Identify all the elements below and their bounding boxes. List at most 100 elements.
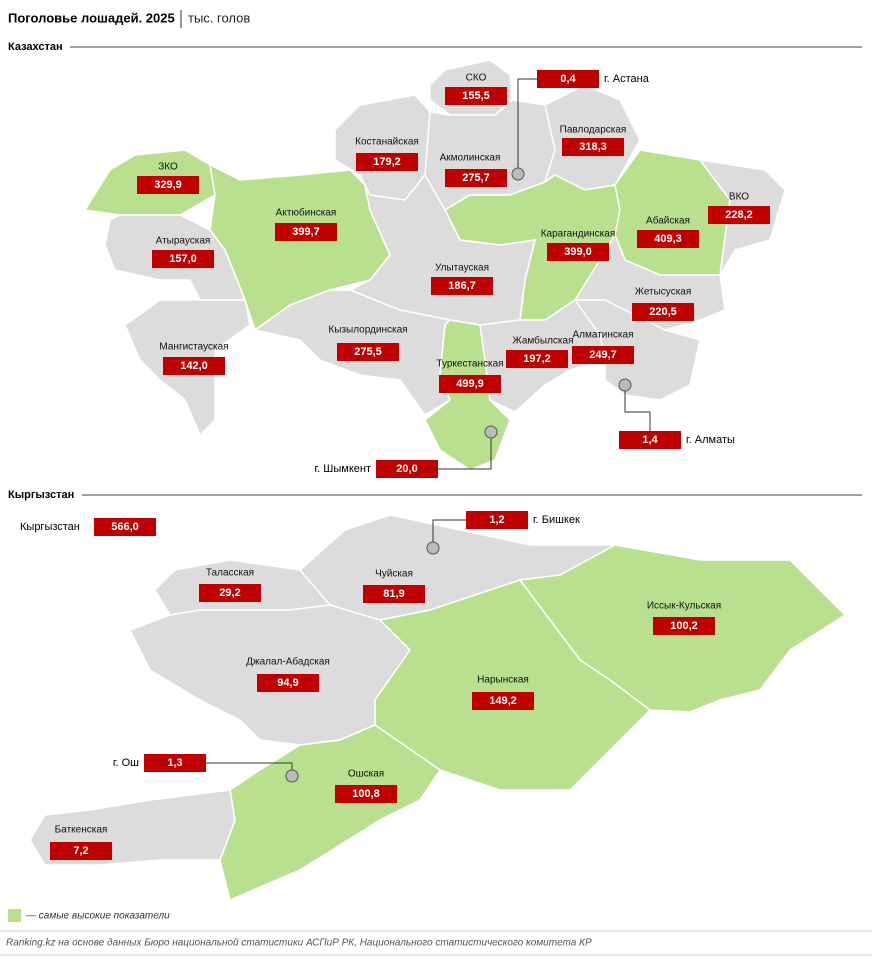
- region-value: 399,0: [564, 246, 592, 258]
- region-name: Ошская: [348, 769, 384, 780]
- value-box: [335, 785, 397, 803]
- region-name: ЗКО: [158, 162, 178, 173]
- region-shape: [219, 724, 442, 902]
- value-box: [275, 223, 337, 241]
- value-box: [152, 250, 214, 268]
- maps: СКО 155,5 Костанайская 179,2 Акмолинская 275,…: [29, 59, 847, 902]
- region-name: СКО: [466, 73, 487, 84]
- value-box: [619, 431, 681, 449]
- section-title: Кыргызстан: [8, 489, 74, 501]
- total-value: 566,0: [111, 521, 139, 533]
- value-box: [708, 206, 770, 224]
- region-value: 81,9: [383, 588, 404, 600]
- total-box: [94, 518, 156, 536]
- region-value: 275,5: [354, 346, 382, 358]
- region-value: 318,3: [579, 141, 607, 153]
- region-name: Иссык-Кульская: [647, 601, 721, 612]
- city-value: 20,0: [396, 463, 417, 475]
- value-box: [337, 343, 399, 361]
- value-box: [547, 243, 609, 261]
- region-name: Атырауская: [156, 236, 211, 247]
- region-name: Карагандинская: [541, 229, 616, 240]
- city-name: г. Бишкек: [533, 514, 580, 526]
- unit: тыс. голов: [188, 10, 250, 25]
- value-box: [376, 460, 438, 478]
- region-name: Кызылординская: [328, 325, 407, 336]
- region-value: 100,8: [352, 788, 380, 800]
- value-box: [445, 169, 507, 187]
- city-value: 1,3: [167, 757, 182, 769]
- region-value: 499,9: [456, 378, 484, 390]
- region-name: Алматинская: [573, 330, 634, 341]
- leader-line: [517, 78, 537, 174]
- city-dot: [285, 769, 299, 783]
- region-name: Баткенская: [55, 825, 108, 836]
- value-box: [144, 754, 206, 772]
- region-value: 179,2: [373, 156, 401, 168]
- value-box: [257, 674, 319, 692]
- value-box: [363, 585, 425, 603]
- region-name: ВКО: [729, 192, 749, 203]
- region-value: 186,7: [448, 280, 476, 292]
- value-box: [572, 346, 634, 364]
- leader-line: [624, 385, 651, 431]
- value-box: [466, 511, 528, 529]
- region-value: 29,2: [219, 587, 240, 599]
- region-value: 100,2: [670, 620, 698, 632]
- region-name: Павлодарская: [560, 125, 627, 136]
- city-value: 1,4: [642, 434, 658, 446]
- leader-line: [438, 432, 492, 470]
- region-value: 228,2: [725, 209, 753, 221]
- region-value: 149,2: [489, 695, 517, 707]
- region-value: 142,0: [180, 360, 208, 372]
- value-box: [431, 277, 493, 295]
- leader-line: [432, 519, 466, 548]
- value-box: [637, 230, 699, 248]
- city-name: г. Алматы: [686, 434, 735, 446]
- value-box: [163, 357, 225, 375]
- region-value: 399,7: [292, 226, 320, 238]
- region-name: Таласская: [206, 568, 254, 579]
- city-value: 1,2: [489, 514, 504, 526]
- city-dot: [484, 425, 498, 439]
- region-name: Акмолинская: [440, 153, 501, 164]
- region-name: Абайская: [646, 215, 690, 227]
- city-dot: [618, 378, 632, 392]
- value-box: [50, 842, 112, 860]
- legend-swatch: [8, 909, 21, 922]
- region-name: Мангистауская: [159, 342, 228, 353]
- value-box: [632, 303, 694, 321]
- region-shape: [374, 579, 652, 791]
- value-box: [199, 584, 261, 602]
- source: Ranking.kz на основе данных Бюро национа…: [6, 938, 592, 949]
- value-box: [562, 138, 624, 156]
- value-box: [653, 617, 715, 635]
- city-name: г. Шымкент: [315, 463, 372, 475]
- region-value: 157,0: [169, 253, 197, 265]
- city-name: г. Ош: [113, 757, 139, 769]
- city-name: г. Астана: [604, 73, 650, 85]
- total-label: Кыргызстан: [20, 521, 80, 533]
- city-value: 0,4: [560, 73, 576, 85]
- value-box: [439, 375, 501, 393]
- region-name: Жамбылская: [513, 335, 574, 347]
- region-value: 329,9: [154, 179, 182, 191]
- region-name: Чуйская: [375, 569, 413, 580]
- region-name: Костанайская: [355, 137, 419, 148]
- region-value: 197,2: [523, 353, 551, 365]
- region-value: 275,7: [462, 172, 490, 184]
- legend-text: — самые высокие показатели: [25, 911, 170, 922]
- value-box: [472, 692, 534, 710]
- title: Поголовье лошадей. 2025: [8, 10, 175, 25]
- region-name: Туркестанская: [436, 359, 503, 370]
- section-title: Казахстан: [8, 41, 63, 53]
- city-dot: [511, 167, 525, 181]
- region-value: 7,2: [73, 845, 88, 857]
- value-box: [137, 176, 199, 194]
- region-value: 249,7: [589, 349, 617, 361]
- region-name: Улытауская: [435, 263, 489, 274]
- region-name: Джалал-Абадская: [246, 656, 330, 668]
- region-value: 409,3: [654, 233, 682, 245]
- value-box: [445, 87, 507, 105]
